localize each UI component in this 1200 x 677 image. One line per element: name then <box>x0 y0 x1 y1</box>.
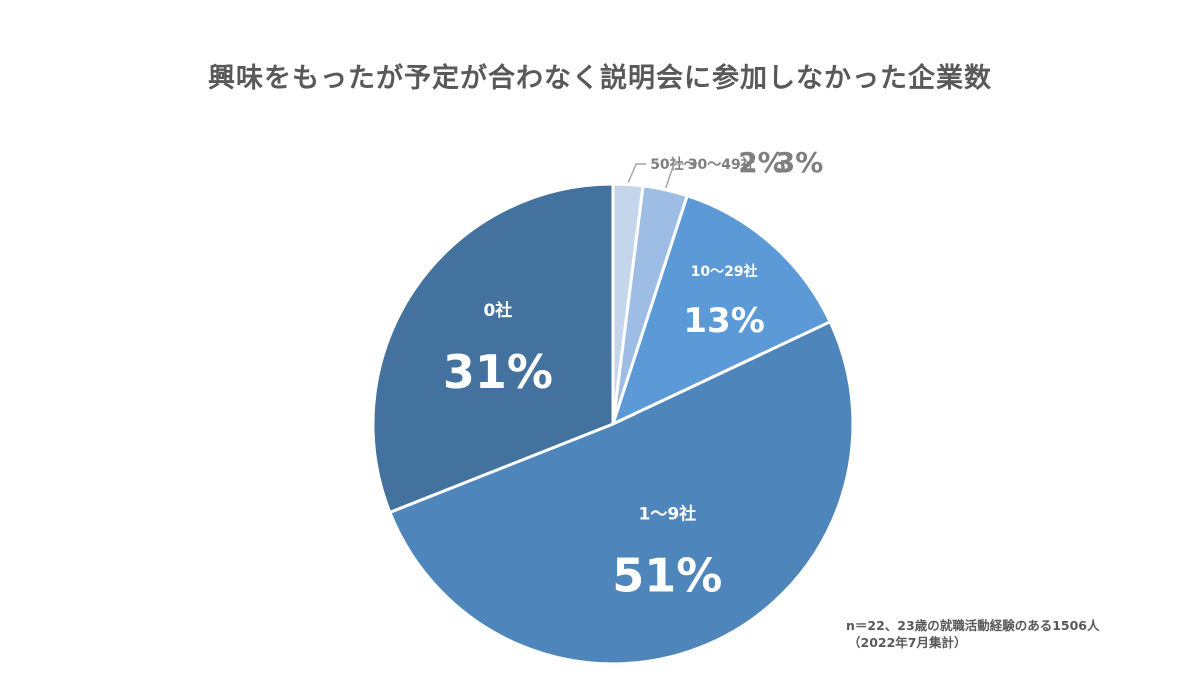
survey-note-line1: n＝22、23歳の就職活動経験のある1506人 <box>846 618 1100 633</box>
slice-value-4: 31% <box>443 345 553 399</box>
slice-label-4: 0社 <box>483 300 512 321</box>
survey-note-line2: （2022年7月集計） <box>848 635 967 650</box>
leader-line-1 <box>665 163 684 189</box>
chart-title: 興味をもったが予定が合わなく説明会に参加しなかった企業数 <box>208 63 992 94</box>
leader-line-0 <box>627 163 647 183</box>
slice-value-1: 3% <box>776 146 824 179</box>
survey-note: n＝22、23歳の就職活動経験のある1506人 （2022年7月集計） <box>846 617 1099 651</box>
slice-value-2: 13% <box>683 301 764 341</box>
slice-label-3: 1～9社 <box>638 504 696 525</box>
pie-slice-4 <box>371 182 615 514</box>
pie-slice-3 <box>388 320 855 666</box>
slice-value-3: 51% <box>612 549 722 603</box>
slice-label-1: 30～49社 <box>688 156 755 173</box>
slice-label-2: 10～29社 <box>691 263 758 280</box>
pie-slice-2 <box>611 194 832 426</box>
slice-value-0: 2% <box>738 146 786 179</box>
